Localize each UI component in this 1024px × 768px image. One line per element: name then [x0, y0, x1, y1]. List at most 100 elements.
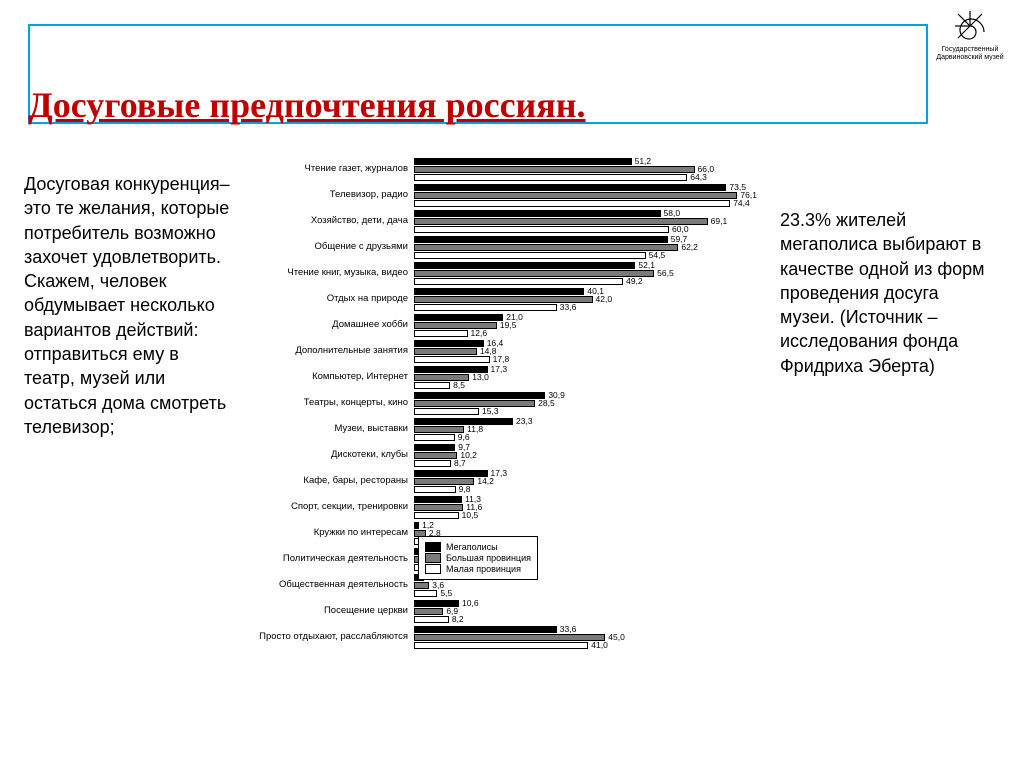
bar-2	[414, 642, 588, 649]
category-label: Телевизор, радио	[236, 190, 414, 200]
value-label: 28,5	[538, 399, 555, 408]
value-label: 49,2	[626, 277, 643, 286]
bar-2	[414, 590, 437, 597]
legend-swatch	[425, 564, 441, 574]
chart-row: Посещение церкви10,66,98,2	[236, 599, 768, 623]
value-label: 14,2	[477, 477, 494, 486]
bar-2	[414, 226, 669, 233]
category-label: Общение с друзьями	[236, 242, 414, 252]
bar-2	[414, 304, 557, 311]
category-label: Театры, концерты, кино	[236, 398, 414, 408]
value-label: 10,5	[462, 511, 479, 520]
value-label: 10,6	[462, 599, 479, 608]
value-label: 33,6	[560, 625, 577, 634]
chart-row: Музеи, выставки23,311,89,6	[236, 417, 768, 441]
category-label: Дискотеки, клубы	[236, 450, 414, 460]
bar-0	[414, 340, 484, 347]
legend-swatch	[425, 553, 441, 563]
chart-row: Просто отдыхают, расслабляются33,645,041…	[236, 625, 768, 649]
chart-row: Театры, концерты, кино30,928,515,3	[236, 391, 768, 415]
value-label: 51,2	[635, 157, 652, 166]
value-label: 64,3	[690, 173, 707, 182]
value-label: 69,1	[711, 217, 728, 226]
bar-2	[414, 408, 479, 415]
legend-swatch	[425, 542, 441, 552]
chart-row: Кафе, бары, рестораны17,314,29,8	[236, 469, 768, 493]
bar-2	[414, 382, 450, 389]
value-label: 54,5	[649, 251, 666, 260]
logo-caption: Государственный Дарвиновский музей	[926, 46, 1014, 61]
bar-2	[414, 486, 456, 493]
legend-item: Малая провинция	[425, 564, 531, 574]
value-label: 41,0	[591, 641, 608, 650]
chart-row: Отдых на природе40,142,033,6	[236, 287, 768, 311]
bar-1	[414, 400, 535, 407]
value-label: 9,8	[459, 485, 471, 494]
bar-0	[414, 522, 419, 529]
value-label: 56,5	[657, 269, 674, 278]
chart-row: Спорт, секции, тренировки11,311,610,5	[236, 495, 768, 519]
bar-0	[414, 444, 455, 451]
category-label: Дополнительные занятия	[236, 346, 414, 356]
bar-0	[414, 392, 545, 399]
chart-row: Чтение газет, журналов51,266,064,3	[236, 157, 768, 181]
value-label: 17,3	[491, 365, 508, 374]
bar-1	[414, 270, 654, 277]
legend-label: Малая провинция	[446, 564, 521, 574]
bar-1	[414, 452, 457, 459]
bar-1	[414, 504, 463, 511]
value-label: 13,0	[472, 373, 489, 382]
bar-1	[414, 166, 695, 173]
category-label: Посещение церкви	[236, 606, 414, 616]
chart-row: Домашнее хобби21,019,512,6	[236, 313, 768, 337]
bar-1	[414, 244, 678, 251]
category-label: Домашнее хобби	[236, 320, 414, 330]
bar-0	[414, 184, 726, 191]
bar-2	[414, 174, 687, 181]
category-label: Хозяйство, дети, дача	[236, 216, 414, 226]
bar-2	[414, 252, 646, 259]
chart-row: Компьютер, Интернет17,313,08,5	[236, 365, 768, 389]
value-label: 60,0	[672, 225, 689, 234]
bar-1	[414, 608, 443, 615]
legend-item: Мегаполисы	[425, 542, 531, 552]
value-label: 52,1	[638, 261, 655, 270]
value-label: 62,2	[681, 243, 698, 252]
bar-0	[414, 288, 584, 295]
bar-1	[414, 582, 429, 589]
value-label: 8,2	[452, 615, 464, 624]
bar-2	[414, 512, 459, 519]
chart-row: Хозяйство, дети, дача 58,0 69,1 60,0	[236, 209, 768, 233]
right-paragraph: 23.3% жителей мегаполиса выбирают в каче…	[780, 208, 990, 378]
category-label: Общественная деятельность	[236, 580, 414, 590]
value-label: 9,6	[458, 433, 470, 442]
legend-label: Большая провинция	[446, 553, 531, 563]
bar-2	[414, 278, 623, 285]
bar-2	[414, 616, 449, 623]
value-label: 58,0	[664, 209, 681, 218]
legend-item: Большая провинция	[425, 553, 531, 563]
value-label: 42,0	[596, 295, 613, 304]
category-label: Музеи, выставки	[236, 424, 414, 434]
bar-0	[414, 314, 503, 321]
bar-1	[414, 634, 605, 641]
value-label: 5,5	[440, 589, 452, 598]
category-label: Отдых на природе	[236, 294, 414, 304]
bar-0	[414, 626, 557, 633]
category-label: Политическая деятельность	[236, 554, 414, 564]
bar-2	[414, 330, 468, 337]
value-label: 45,0	[608, 633, 625, 642]
category-label: Чтение газет, журналов	[236, 164, 414, 174]
chart-row: Дискотеки, клубы9,710,28,7	[236, 443, 768, 467]
slide-title: Досуговые предпочтения россиян.	[28, 84, 928, 126]
chart-row: Общение с друзьями59,762,254,5	[236, 235, 768, 259]
museum-logo: Государственный Дарвиновский музей	[926, 8, 1014, 70]
chart-row: Дополнительные занятия16,414,817,8	[236, 339, 768, 363]
value-label: 8,5	[453, 381, 465, 390]
bar-2	[414, 356, 490, 363]
chart-row: Телевизор, радио73,576,174,4	[236, 183, 768, 207]
bar-1	[414, 218, 708, 225]
legend-label: Мегаполисы	[446, 542, 498, 552]
bar-0	[414, 210, 661, 217]
value-label: 12,6	[471, 329, 488, 338]
